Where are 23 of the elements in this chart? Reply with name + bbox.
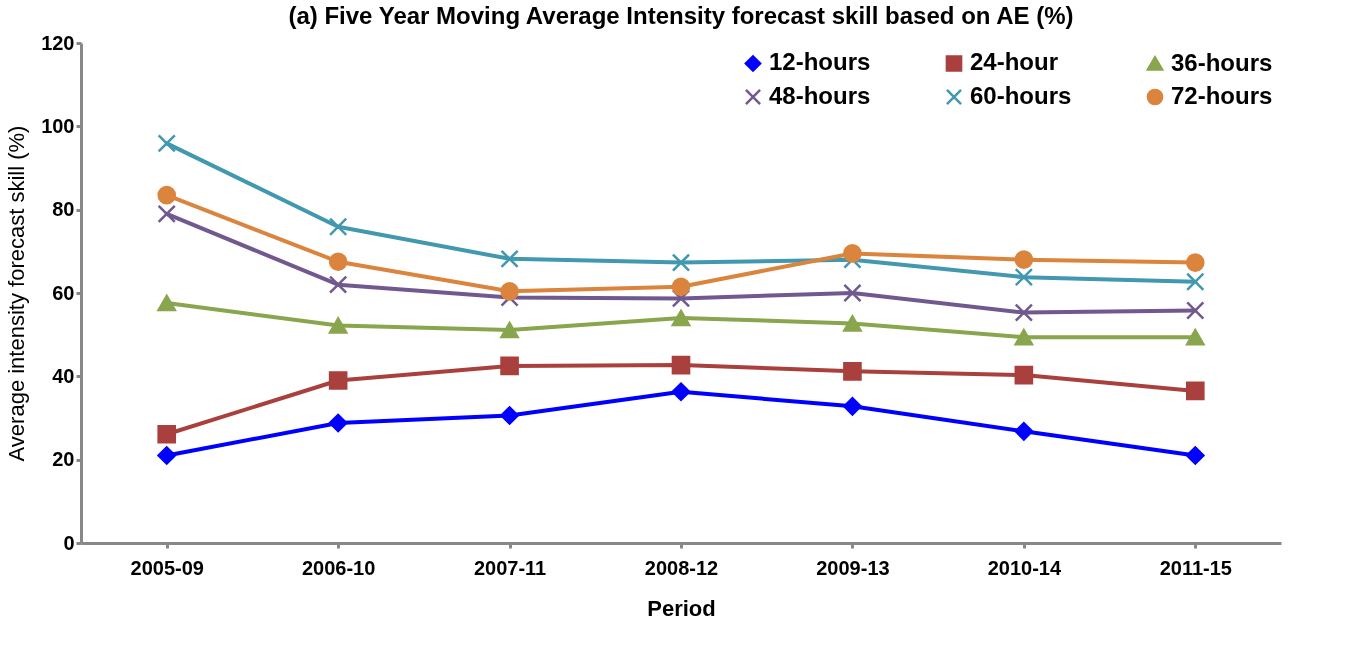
x-tick-label: 2009-13 [816,556,890,579]
y-tick-label: 80 [52,198,75,221]
legend-label: 48-hours [769,82,871,109]
y-tick-label: 40 [52,364,75,387]
legend-label: 24-hour [970,48,1059,76]
x-tick-label: 2011-15 [1159,556,1232,579]
x-tick-label: 2008-12 [644,556,719,579]
x-tick-label: 2006-10 [301,556,376,579]
y-tick-label: 0 [63,531,75,554]
legend-label: 60-hours [970,82,1072,109]
y-tick-label: 100 [41,114,75,137]
y-tick-label: 120 [41,31,75,54]
x-tick-label: 2007-11 [473,556,547,579]
y-axis-title: Average intensity forecast skill (%) [4,125,30,462]
legend-label: 12-hours [769,48,871,76]
x-axis-title: Period [647,595,716,621]
legend-label: 36-hours [1171,48,1273,76]
y-tick-label: 20 [52,448,75,471]
x-tick-label: 2005-09 [130,556,204,579]
chart-title: (a) Five Year Moving Average Intensity forecast skill based on AE (%) [288,2,1074,29]
y-tick-label: 60 [52,281,75,304]
legend-label: 72-hours [1171,82,1273,109]
x-tick-label: 2010-14 [987,556,1062,579]
